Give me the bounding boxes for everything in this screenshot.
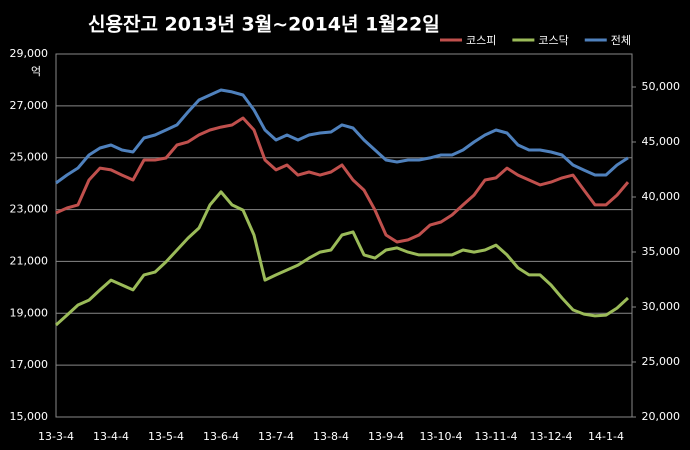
x-tick-label: 13-5-4 [148,430,184,443]
x-tick-label: 13-3-4 [38,430,74,443]
y2-tick-label: 20,000 [642,410,681,423]
y2-tick-label: 25,000 [642,355,681,368]
y-unit: 억 [31,65,41,78]
y-tick-label: 23,000 [10,203,49,216]
x-tick-label: 13-6-4 [203,430,239,443]
legend-label: 전체 [611,34,631,47]
series-line [55,88,629,185]
x-tick-label: 13-9-4 [368,430,404,443]
y-tick-label: 29,000 [10,47,49,60]
y-tick-label: 17,000 [10,358,49,371]
y-tick-label: 15,000 [10,410,49,423]
chart-title: 신용잔고 2013년 3월~2014년 1월22일 [88,14,440,36]
y2-tick-label: 30,000 [642,300,681,313]
x-tick-label: 14-1-4 [588,430,624,443]
x-tick-label: 13-4-4 [93,430,129,443]
series-line [54,190,630,327]
x-tick-label: 13-12-4 [530,430,573,443]
legend-label: 코스닥 [538,34,568,47]
x-tick-label: 13-10-4 [420,430,463,443]
y-tick-label: 27,000 [10,99,49,112]
series-line [55,116,630,244]
legend-label: 코스피 [466,34,496,47]
y2-tick-label: 40,000 [642,190,681,203]
y-tick-label: 19,000 [10,306,49,319]
y2-tick-label: 45,000 [642,135,681,148]
x-tick-label: 13-7-4 [258,430,294,443]
y-tick-label: 21,000 [10,254,49,267]
x-tick-label: 13-8-4 [313,430,349,443]
x-tick-label: 13-11-4 [475,430,518,443]
y-tick-label: 25,000 [10,151,49,164]
y2-tick-label: 35,000 [642,245,681,258]
y2-tick-label: 50,000 [642,80,681,93]
